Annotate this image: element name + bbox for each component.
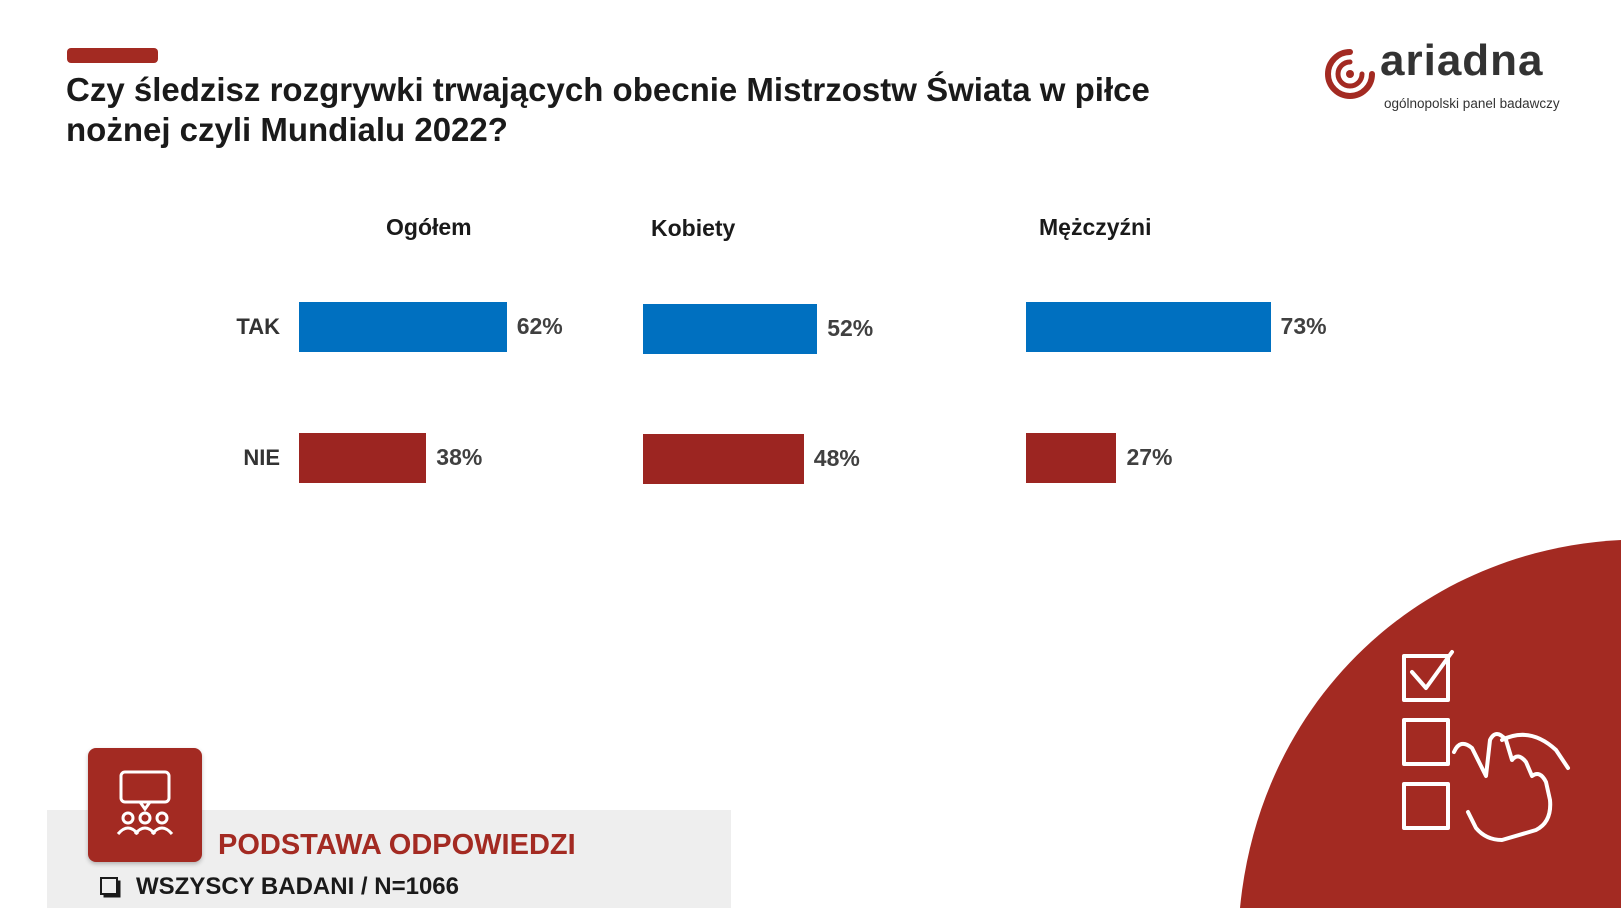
bar-2-nie xyxy=(1026,433,1117,483)
base-item: WSZYSCY BADANI / N=1066 xyxy=(100,873,459,901)
group-label-1: Kobiety xyxy=(651,215,736,241)
checkbox-icon xyxy=(100,877,118,895)
base-item-text: WSZYSCY BADANI / N=1066 xyxy=(136,873,459,900)
decorative-corner xyxy=(1240,540,1621,908)
survey-group-icon xyxy=(116,770,174,836)
bar-1-tak xyxy=(643,304,818,354)
bar-0-tak xyxy=(299,302,507,352)
value-label-2-nie: 27% xyxy=(1126,444,1173,470)
row-label-tak: TAK xyxy=(236,314,280,339)
decorative-corner-shape xyxy=(1240,540,1621,908)
logo-tagline: ogólnopolski panel badawczy xyxy=(1384,96,1560,111)
checklist-hand-icon xyxy=(1402,650,1570,842)
ariadna-spiral-icon xyxy=(1325,49,1375,99)
group-label-2: Mężczyźni xyxy=(1039,214,1152,240)
page-title: Czy śledzisz rozgrywki trwających obecni… xyxy=(66,71,1150,148)
value-label-2-tak: 73% xyxy=(1280,313,1327,339)
base-icon-box xyxy=(88,748,202,862)
logo: ariadna ogólnopolski panel badawczy xyxy=(1322,36,1572,114)
value-label-1-nie: 48% xyxy=(813,445,860,471)
accent-bar xyxy=(67,48,158,63)
group-label-0: Ogółem xyxy=(386,214,472,240)
value-label-1-tak: 52% xyxy=(827,315,874,341)
bar-0-nie xyxy=(299,433,427,483)
bar-2-tak xyxy=(1026,302,1271,352)
value-label-0-tak: 62% xyxy=(516,313,563,339)
logo-name: ariadna xyxy=(1380,36,1544,85)
row-label-nie: NIE xyxy=(243,445,280,470)
base-heading: PODSTAWA ODPOWIEDZI xyxy=(218,829,576,861)
bar-1-nie xyxy=(643,434,804,484)
value-label-0-nie: 38% xyxy=(436,444,483,470)
